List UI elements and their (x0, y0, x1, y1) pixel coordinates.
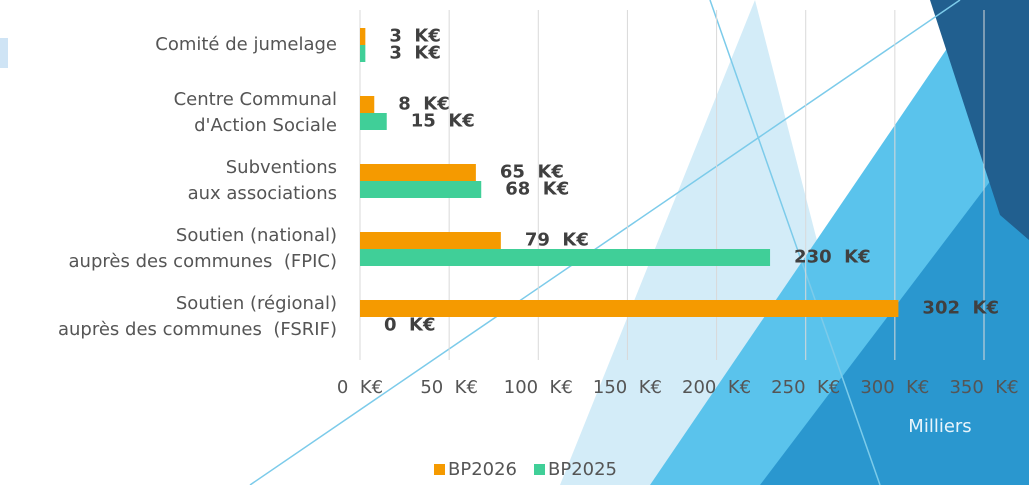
y-tick-label: auprès des communes (FPIC) (69, 251, 337, 272)
y-tick-label: Comité de jumelage (155, 34, 337, 55)
bar (360, 113, 387, 130)
x-tick-label: 250 K€ (771, 377, 840, 398)
value-label: 302 K€ (922, 298, 999, 319)
y-tick-label: Centre Communal (174, 89, 337, 110)
y-tick-label: d'Action Sociale (194, 115, 337, 136)
value-label: 8 K€ (398, 94, 450, 115)
legend-swatch (534, 464, 545, 475)
y-tick-label: auprès des communes (FSRIF) (58, 319, 337, 340)
value-label: 15 K€ (411, 111, 475, 132)
x-tick-label: 100 K€ (504, 377, 573, 398)
x-axis-title: Milliers (908, 416, 971, 437)
bar (360, 232, 501, 249)
value-label: 65 K€ (500, 162, 564, 183)
value-label: 230 K€ (794, 247, 871, 268)
bar (360, 164, 476, 181)
value-label: 79 K€ (525, 230, 589, 251)
bar (360, 28, 366, 45)
y-tick-label: aux associations (188, 183, 337, 204)
legend-label: BP2026 (448, 459, 517, 480)
bar (360, 181, 482, 198)
bar (360, 249, 771, 266)
bar (360, 45, 366, 62)
value-label: 3 K€ (389, 26, 441, 47)
x-tick-label: 50 K€ (420, 377, 478, 398)
x-tick-label: 300 K€ (860, 377, 929, 398)
value-label: 3 K€ (389, 43, 441, 64)
y-tick-label: Soutien (régional) (176, 293, 337, 314)
legend-swatch (434, 464, 445, 475)
legend-label: BP2025 (548, 459, 617, 480)
x-tick-label: 350 K€ (949, 377, 1018, 398)
y-tick-label: Subventions (226, 157, 337, 178)
x-tick-label: 150 K€ (593, 377, 662, 398)
bar (360, 300, 899, 317)
value-label: 0 K€ (384, 315, 436, 336)
bar (360, 96, 375, 113)
x-tick-label: 0 K€ (337, 377, 383, 398)
x-tick-label: 200 K€ (682, 377, 751, 398)
y-tick-label: Soutien (national) (176, 225, 337, 246)
value-label: 68 K€ (505, 179, 569, 200)
